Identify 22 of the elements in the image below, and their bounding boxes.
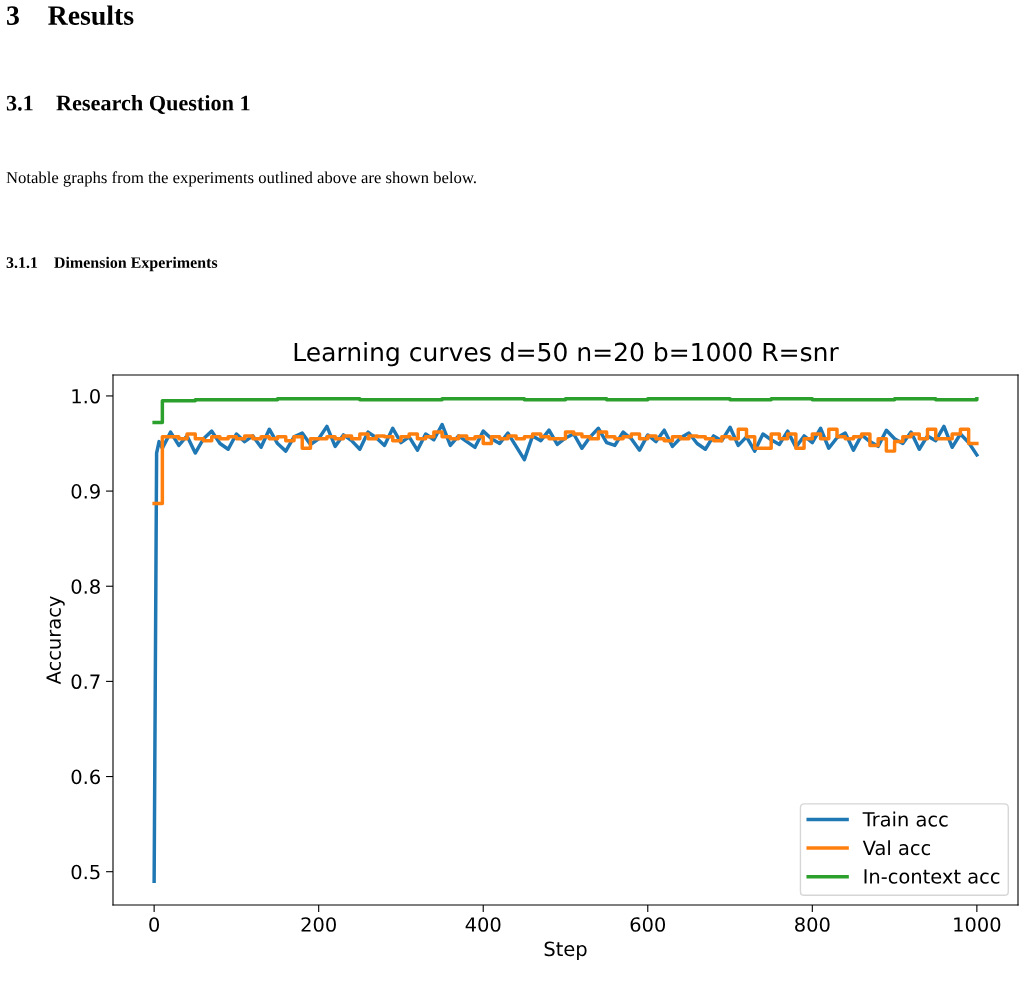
text: Notable graphs from the experiments outlined above are shown below. — [6, 171, 476, 187]
x-tick-label: 400 — [465, 917, 501, 932]
x-tick-label: 600 — [630, 917, 666, 932]
text: 3.1 Research Question 1 — [6, 94, 250, 114]
y-tick-label: 0.6 — [71, 769, 100, 785]
text: 3.1.1 Dimension Experiments — [6, 256, 218, 272]
legend-label: Val acc — [862, 840, 931, 856]
y-tick-label: 0.8 — [71, 579, 100, 594]
text: 3 Results — [7, 5, 134, 26]
y-tick-label: 0.9 — [71, 484, 100, 499]
x-tick-label: 200 — [301, 917, 336, 932]
x-tick-label: 0 — [149, 917, 160, 932]
x-axis-title: Step — [544, 941, 587, 960]
x-tick-label: 1000 — [954, 917, 1001, 932]
chart-title: Learning curves d=50 n=20 b=1000 R=snr — [294, 342, 839, 367]
x-tick-label: 800 — [795, 917, 830, 932]
y-tick-label: 0.7 — [71, 674, 100, 690]
y-tick-label: 0.5 — [71, 864, 100, 880]
legend-label: Train acc — [862, 811, 948, 827]
legend-label: In-context acc — [864, 869, 1000, 884]
y-tick-label: 1.0 — [72, 388, 100, 404]
y-axis-title: Accuracy — [46, 596, 65, 685]
